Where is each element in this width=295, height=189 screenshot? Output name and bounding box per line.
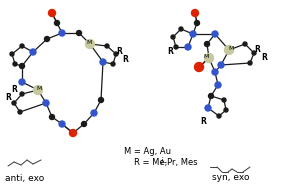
Circle shape: [10, 52, 14, 56]
Text: M = Ag, Au: M = Ag, Au: [124, 146, 171, 156]
Circle shape: [222, 98, 226, 102]
Circle shape: [174, 45, 178, 49]
Text: M: M: [203, 53, 209, 59]
Circle shape: [194, 20, 199, 26]
Circle shape: [48, 9, 55, 16]
Text: i: i: [161, 157, 163, 167]
Circle shape: [114, 52, 118, 56]
Circle shape: [209, 94, 214, 98]
Circle shape: [13, 62, 17, 66]
Circle shape: [19, 79, 25, 85]
Circle shape: [252, 51, 256, 55]
Circle shape: [111, 62, 115, 66]
Text: R: R: [254, 46, 260, 54]
Circle shape: [81, 122, 86, 126]
Circle shape: [185, 44, 191, 50]
Circle shape: [12, 101, 16, 105]
Circle shape: [217, 114, 221, 118]
Circle shape: [20, 44, 24, 48]
Circle shape: [59, 121, 65, 127]
Text: syn, exo: syn, exo: [212, 174, 250, 183]
Text: R: R: [122, 56, 128, 64]
Circle shape: [86, 40, 94, 49]
Circle shape: [55, 20, 60, 26]
Circle shape: [100, 59, 106, 65]
Circle shape: [190, 31, 196, 37]
Text: R: R: [11, 85, 17, 94]
Circle shape: [99, 98, 104, 102]
Circle shape: [45, 36, 50, 42]
Circle shape: [191, 9, 199, 16]
Circle shape: [212, 69, 218, 75]
Circle shape: [59, 30, 65, 36]
Text: M: M: [86, 40, 92, 44]
Text: R: R: [5, 94, 11, 102]
Text: R: R: [167, 47, 173, 57]
Circle shape: [243, 42, 247, 46]
Circle shape: [70, 129, 76, 136]
Circle shape: [18, 110, 22, 114]
Text: M: M: [228, 46, 234, 50]
Text: anti, exo: anti, exo: [5, 174, 45, 183]
Text: R: R: [116, 47, 122, 57]
Circle shape: [30, 49, 36, 55]
Text: R: R: [200, 118, 206, 126]
Circle shape: [76, 30, 81, 36]
Circle shape: [204, 42, 209, 46]
Text: R: R: [261, 53, 267, 63]
Circle shape: [50, 115, 55, 119]
Text: M: M: [36, 85, 42, 91]
Circle shape: [34, 85, 42, 94]
Circle shape: [43, 100, 49, 106]
Circle shape: [215, 82, 221, 88]
Circle shape: [204, 53, 214, 63]
Circle shape: [91, 110, 97, 116]
Circle shape: [205, 105, 211, 111]
Text: R = Me,: R = Me,: [134, 157, 170, 167]
Circle shape: [179, 27, 183, 31]
Circle shape: [212, 31, 218, 37]
Circle shape: [20, 92, 24, 96]
Text: -Pr, Mes: -Pr, Mes: [164, 157, 198, 167]
Circle shape: [194, 63, 204, 71]
Circle shape: [171, 35, 175, 39]
Circle shape: [19, 64, 24, 68]
Circle shape: [218, 62, 224, 68]
Circle shape: [224, 46, 234, 54]
Circle shape: [248, 61, 252, 65]
Circle shape: [224, 108, 228, 112]
Circle shape: [105, 44, 109, 48]
